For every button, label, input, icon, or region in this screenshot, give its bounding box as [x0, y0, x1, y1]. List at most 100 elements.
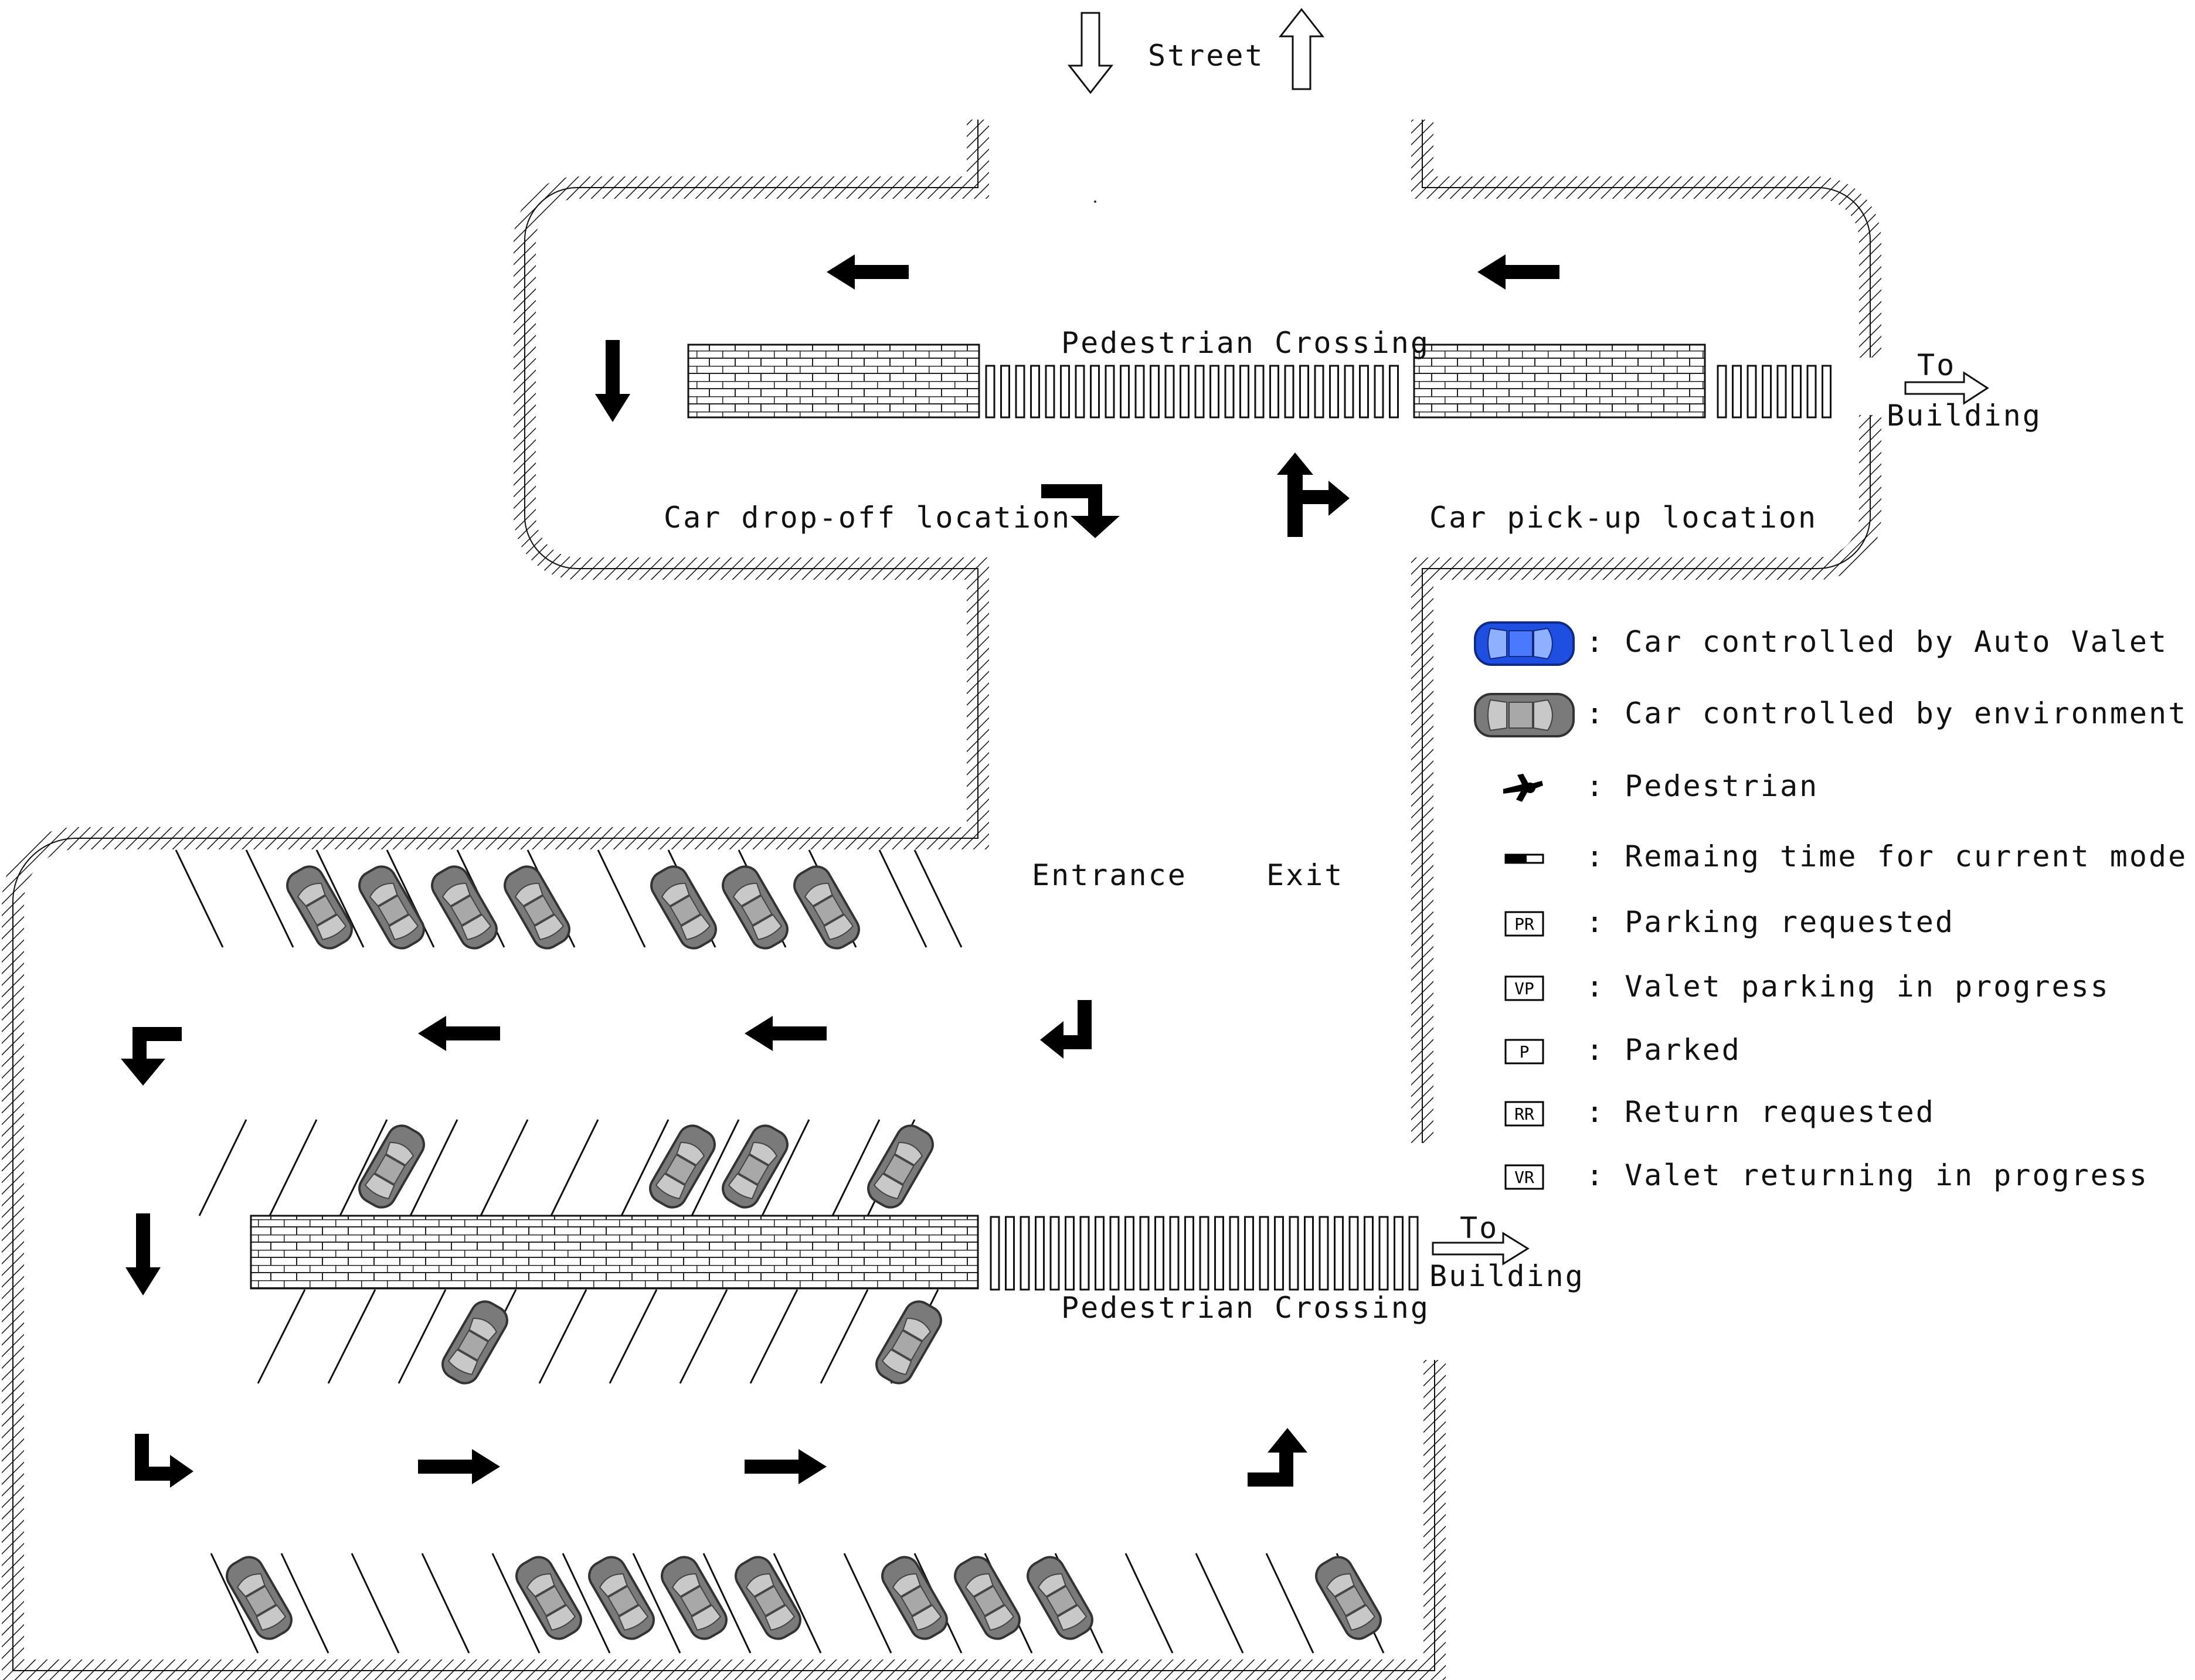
crosswalk-stripe: [1747, 365, 1757, 419]
parked-car-icon: [870, 1295, 947, 1390]
parking-line: [550, 1119, 599, 1216]
parking-line: [480, 1119, 529, 1216]
crosswalk-stripe: [1364, 1216, 1374, 1291]
parking-line: [210, 1553, 259, 1654]
pedestrian-crossing-bottom: [990, 1216, 1419, 1291]
legend-text: : Parked: [1586, 1033, 1741, 1067]
legend-text: : Valet parking in progress: [1586, 970, 2110, 1004]
legend-row: VP : Valet parking in progress: [1466, 965, 2193, 1012]
parking-line: [749, 1289, 799, 1384]
legend-row: P : Parked: [1466, 1028, 2193, 1075]
parked-car-icon: [498, 860, 576, 955]
crosswalk-stripe: [1259, 1216, 1269, 1291]
crosswalk-stripe: [1314, 365, 1324, 419]
crosswalk-stripe: [1030, 365, 1040, 419]
parked-car-icon: [644, 1119, 721, 1214]
parked-car-icon: [583, 1550, 660, 1645]
parking-line: [245, 849, 294, 948]
return-requested-badge-icon: RR: [1504, 1101, 1544, 1127]
svg-text:PR: PR: [1514, 914, 1534, 934]
legend-text: : Car controlled by Auto Valet: [1586, 625, 2169, 659]
crosswalk-stripe: [1139, 1216, 1150, 1291]
parking-line: [280, 1553, 329, 1654]
parking-line: [679, 1289, 728, 1384]
parking-line: [878, 849, 927, 948]
crosswalk-stripe: [990, 1216, 1000, 1291]
parking-line: [843, 1553, 892, 1654]
crosswalk-stripe: [1214, 1216, 1224, 1291]
legend-text: : Parking requested: [1586, 905, 1955, 939]
legend-text: : Return requested: [1586, 1095, 1935, 1129]
parked-car-icon: [436, 1295, 514, 1390]
legend-text: : Remaing time for current mode of car: [1586, 839, 2195, 873]
crosswalk-stripe: [1299, 365, 1309, 419]
legend-row: : Car controlled by environment: [1466, 692, 2193, 739]
crosswalk-stripe: [1184, 1216, 1194, 1291]
crosswalk-stripe: [1150, 365, 1160, 419]
parked-car-icon: [716, 1119, 794, 1214]
arrow-right-icon: [418, 1449, 500, 1484]
exit-label: Exit: [1266, 858, 1344, 892]
crosswalk-stripe: [1732, 365, 1742, 419]
crosswalk-stripe: [1075, 365, 1085, 419]
legend-row: PR : Parking requested: [1466, 900, 2193, 947]
parking-line: [315, 849, 365, 948]
arrow-right-icon: [745, 1449, 827, 1484]
crosswalk-stripe: [1348, 1216, 1359, 1291]
parked-car-icon: [788, 860, 865, 955]
parking-line: [257, 1289, 306, 1384]
parked-car-icon: [353, 860, 430, 955]
parked-car-icon: [655, 1550, 733, 1645]
legend-text: : Valet returning in progress: [1586, 1158, 2149, 1192]
legend-text: : Pedestrian: [1586, 769, 1819, 803]
crosswalk-stripe: [1244, 1216, 1254, 1291]
crosswalk-stripe: [1334, 1216, 1344, 1291]
crosswalk-stripe: [1035, 1216, 1045, 1291]
crosswalk-stripe: [1079, 1216, 1090, 1291]
turn-up-right-arrow-icon: [1277, 453, 1350, 537]
parking-line: [597, 849, 646, 948]
pedestrian-crossing-label-top: Pedestrian Crossing: [1061, 326, 1430, 360]
crosswalk-stripe: [1224, 365, 1235, 419]
crosswalk-stripe: [1194, 365, 1205, 419]
parked-car-icon: [281, 860, 358, 955]
crosswalk-stripe: [1134, 365, 1145, 419]
turn-down-left-arrow-icon: [1040, 1000, 1092, 1059]
crosswalk-stripe: [985, 365, 995, 419]
parking-line: [913, 849, 963, 948]
parking-line: [397, 1289, 447, 1384]
crosswalk-stripe: [1154, 1216, 1164, 1291]
timer-bar-icon: [1504, 853, 1544, 864]
crosswalk-stripe: [1394, 1216, 1404, 1291]
svg-text:RR: RR: [1514, 1104, 1534, 1124]
crosswalk-stripe: [1180, 365, 1190, 419]
parking-line: [820, 1289, 869, 1384]
pick-up-location-label: Car pick-up location: [1429, 501, 1818, 535]
pedestrian-crossing-top: [985, 365, 1399, 419]
gray-car-icon: [1474, 693, 1575, 737]
parking-line: [538, 1289, 587, 1384]
parked-car-icon: [862, 1119, 939, 1214]
parking-space-lines: [175, 849, 1385, 1654]
crosswalk-stripe: [1090, 365, 1100, 419]
to-label-bottom: To: [1460, 1211, 1499, 1245]
parking-line: [1124, 1553, 1174, 1654]
parking-line: [269, 1119, 318, 1216]
parked-car-icon: [510, 1550, 587, 1645]
crosswalk-stripe: [1269, 365, 1279, 419]
crosswalk-stripe: [1304, 1216, 1314, 1291]
crosswalk-stripe: [1408, 1216, 1419, 1291]
arrow-down-icon: [125, 1213, 161, 1295]
crosswalk-stripe: [1344, 365, 1354, 419]
svg-text:VR: VR: [1514, 1168, 1534, 1187]
crosswalk-stripe: [1065, 1216, 1075, 1291]
parking-line: [761, 1119, 810, 1216]
crosswalk-stripe: [1000, 365, 1010, 419]
street-outbound-arrow-icon: [1278, 8, 1325, 90]
parking-line: [773, 1553, 822, 1654]
parked-car-icon: [716, 860, 794, 955]
svg-text:P: P: [1520, 1042, 1530, 1062]
parked-car-icon: [876, 1550, 953, 1645]
crosswalk-stripe: [1389, 365, 1399, 419]
